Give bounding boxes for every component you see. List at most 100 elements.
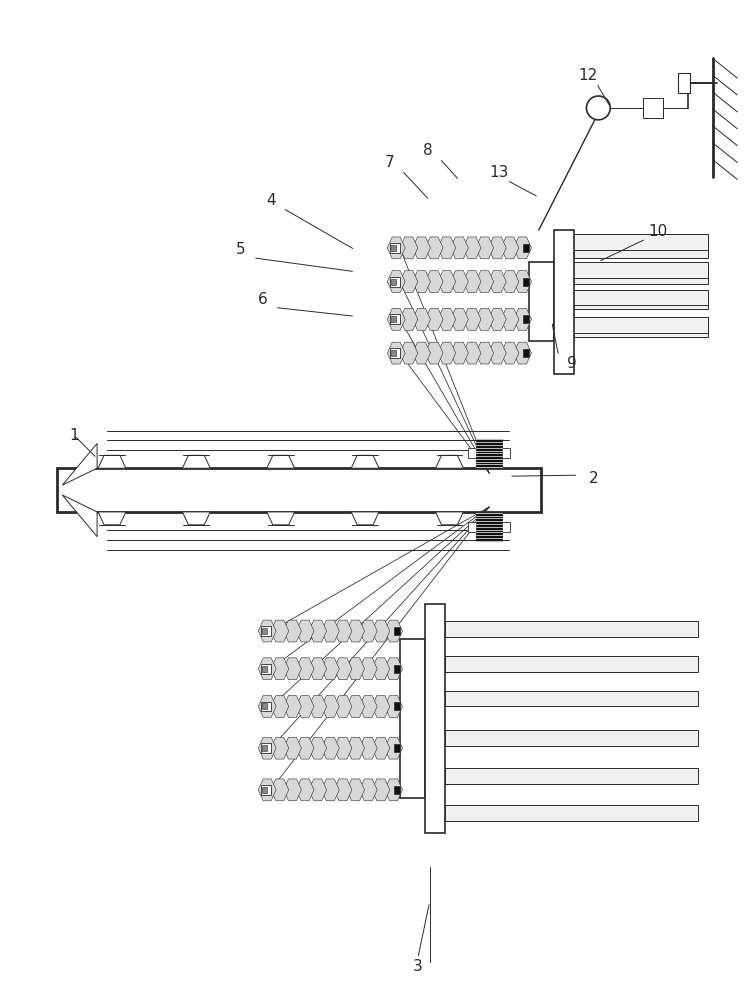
Polygon shape <box>400 237 418 259</box>
Polygon shape <box>258 779 276 801</box>
Polygon shape <box>351 455 379 468</box>
Polygon shape <box>476 308 494 330</box>
Bar <box>400 639 424 798</box>
Polygon shape <box>359 658 378 680</box>
Polygon shape <box>488 342 507 364</box>
Bar <box>574 294 707 309</box>
Bar <box>262 745 267 751</box>
Polygon shape <box>322 737 339 759</box>
Polygon shape <box>334 620 352 642</box>
Polygon shape <box>284 696 301 717</box>
Polygon shape <box>359 779 378 801</box>
Circle shape <box>587 96 610 120</box>
Polygon shape <box>513 308 532 330</box>
Text: 6: 6 <box>258 292 268 307</box>
Polygon shape <box>296 779 314 801</box>
Polygon shape <box>98 512 126 525</box>
Text: 1: 1 <box>69 428 79 443</box>
Bar <box>523 278 529 286</box>
Polygon shape <box>488 271 507 293</box>
Polygon shape <box>284 737 301 759</box>
Polygon shape <box>425 237 443 259</box>
Polygon shape <box>296 620 314 642</box>
Polygon shape <box>271 737 288 759</box>
Polygon shape <box>258 696 276 717</box>
Polygon shape <box>267 512 294 525</box>
Bar <box>390 348 400 358</box>
Polygon shape <box>322 658 339 680</box>
Polygon shape <box>501 308 519 330</box>
Polygon shape <box>412 342 430 364</box>
Polygon shape <box>372 620 390 642</box>
Polygon shape <box>438 271 456 293</box>
Polygon shape <box>296 737 314 759</box>
Text: 7: 7 <box>385 155 395 170</box>
Polygon shape <box>476 342 494 364</box>
Polygon shape <box>488 237 507 259</box>
Bar <box>574 268 707 284</box>
Polygon shape <box>334 737 352 759</box>
Bar <box>502 522 510 532</box>
Polygon shape <box>451 271 468 293</box>
Polygon shape <box>451 308 468 330</box>
Polygon shape <box>284 779 301 801</box>
Bar <box>445 656 698 672</box>
Polygon shape <box>384 737 402 759</box>
Polygon shape <box>451 342 468 364</box>
Polygon shape <box>372 658 390 680</box>
Bar <box>476 439 502 467</box>
Text: 8: 8 <box>423 143 433 158</box>
Polygon shape <box>359 696 378 717</box>
Bar <box>445 621 698 637</box>
Polygon shape <box>322 620 339 642</box>
Polygon shape <box>400 308 418 330</box>
Polygon shape <box>271 658 288 680</box>
Bar <box>424 604 445 833</box>
Polygon shape <box>309 658 327 680</box>
Text: 10: 10 <box>649 224 667 239</box>
Bar <box>391 316 396 322</box>
Text: 12: 12 <box>579 68 598 83</box>
Bar <box>574 242 707 258</box>
Polygon shape <box>322 779 339 801</box>
Polygon shape <box>400 342 418 364</box>
Bar <box>523 349 529 357</box>
Polygon shape <box>384 658 402 680</box>
Bar <box>502 448 510 458</box>
Polygon shape <box>387 342 405 364</box>
Polygon shape <box>347 658 365 680</box>
Polygon shape <box>334 696 352 717</box>
Bar <box>394 744 400 752</box>
Bar <box>394 786 400 794</box>
Polygon shape <box>438 308 456 330</box>
Text: 3: 3 <box>413 959 423 974</box>
Bar <box>523 244 529 252</box>
Bar <box>261 626 271 636</box>
Bar <box>57 468 541 512</box>
Polygon shape <box>351 512 379 525</box>
Polygon shape <box>488 308 507 330</box>
Polygon shape <box>400 271 418 293</box>
Polygon shape <box>271 779 288 801</box>
Polygon shape <box>412 237 430 259</box>
Polygon shape <box>387 271 405 293</box>
Bar <box>391 350 396 356</box>
Bar <box>445 768 698 784</box>
Bar <box>553 230 574 374</box>
Bar <box>394 702 400 710</box>
Polygon shape <box>267 455 294 468</box>
Bar <box>678 73 689 93</box>
Polygon shape <box>271 620 288 642</box>
Bar <box>391 245 396 251</box>
Bar <box>476 513 502 541</box>
Polygon shape <box>501 342 519 364</box>
Polygon shape <box>322 696 339 717</box>
Polygon shape <box>98 455 126 468</box>
Bar <box>262 703 267 709</box>
Polygon shape <box>309 737 327 759</box>
Polygon shape <box>501 271 519 293</box>
Polygon shape <box>347 620 365 642</box>
Text: 13: 13 <box>489 165 509 180</box>
Bar <box>390 314 400 324</box>
Polygon shape <box>384 696 402 717</box>
